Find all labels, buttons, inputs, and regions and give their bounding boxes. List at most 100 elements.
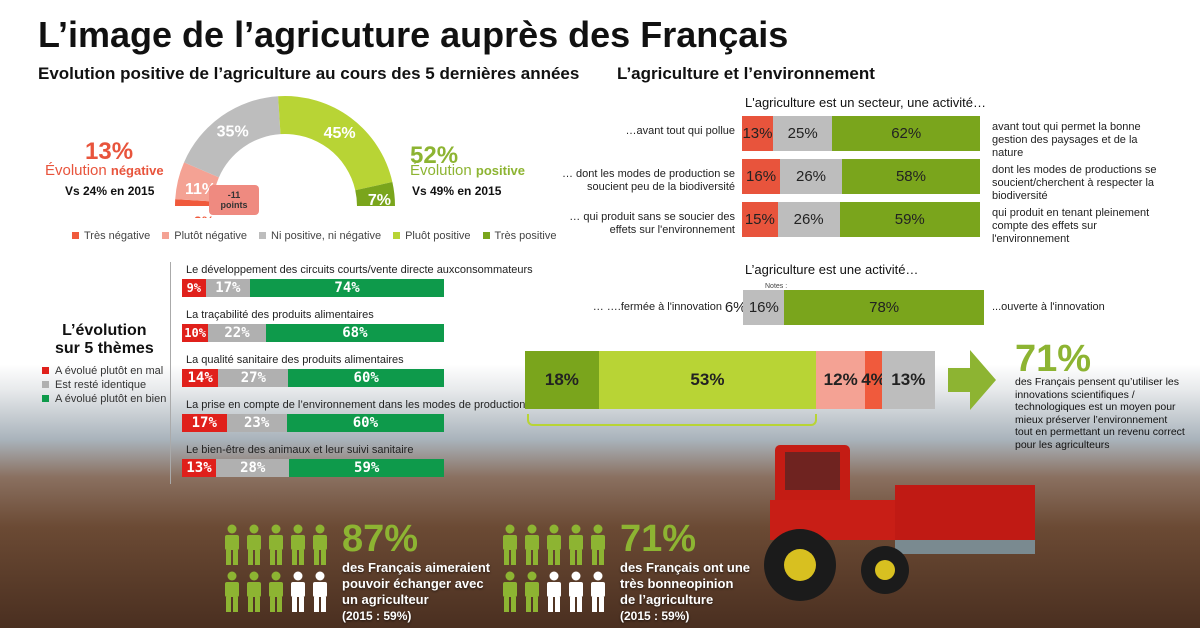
theme-bar-segment: 68% [265,324,444,342]
person-icon [503,571,517,612]
env-bar-segment: 13% [742,116,773,151]
donut-slice-4 [355,182,395,206]
person-icon [525,571,539,612]
theme-label: La qualité sanitaire des produits alimen… [186,354,404,366]
legend-swatch-3 [393,232,401,239]
donut-label-4: 7% [368,192,391,209]
legend-swatch-4 [482,232,490,239]
person-icon [591,571,605,612]
theme-bar-segment: 28% [216,459,290,477]
stat-71b-pct: 71% [620,518,697,560]
theme-bar-segment: 60% [288,369,444,387]
arrow-right-icon [948,350,996,410]
person-icon [247,524,261,565]
opinion-bar-segment: 13% [881,351,935,409]
legend-label-1: Plutôt négative [174,230,248,242]
person-icon [225,524,239,565]
person-icon [313,524,327,565]
innov-bar-segment: 6% [725,290,747,325]
innov-note: Notes : [765,283,788,290]
themes-heading-line2: sur 5 thèmes [55,340,154,357]
negative-vs: Vs 24% en 2015 [65,184,155,198]
env-bar-segment: 25% [772,116,833,151]
positive-pct: 52% [410,142,459,169]
donut-slice-1 [175,162,219,202]
opinion-bar-segment: 12% [816,351,866,409]
person-icon [291,571,305,612]
person-icon [547,524,561,565]
stat-71b-line4: (2015 : 59%) [620,609,690,623]
stat-87-line4: (2015 : 59%) [342,609,412,623]
theme-bar-segment: 59% [289,459,444,477]
themes-heading-line1: L’évolution [62,322,147,339]
innov-left-label: … ….fermée à l'innovation [592,301,722,313]
theme-label: Le développement des circuits courts/ven… [186,264,533,276]
themes-divider [170,262,171,484]
donut-slice-0 [175,199,214,206]
theme-bar-segment: 23% [226,414,287,432]
themes-heading: L’évolution sur 5 thèmes [55,322,154,358]
theme-label: La prise en compte de l’environnement da… [186,399,526,411]
delta-value: -11 [227,190,241,200]
themes-legend-item: Est resté identique [42,378,166,392]
negative-pct: 13% [85,138,134,165]
themes-legend-label: Est resté identique [55,379,147,391]
opinion-bar-segment: 4% [861,351,886,409]
themes-legend-item: A évolué plutôt en mal [42,364,166,378]
person-icon [525,524,539,565]
env-bar: 15% 26% 59% [742,202,980,237]
person-icon [313,571,327,612]
callout-71-pct: 71% [1015,338,1092,380]
themes-legend-label: A évolué plutôt en bien [55,393,167,405]
left-heading: Evolution positive de l’agriculture au c… [38,64,580,83]
innov-title: L’agriculture est une activité… [745,262,919,277]
stat-71b-line1: des Français ont une [620,560,751,575]
right-heading: L’agriculture et l’environnement [617,64,875,83]
donut-label-0: 2% [194,213,215,218]
stat-87-pct: 87% [342,518,419,560]
env-left-label: …avant tout qui pollue [625,125,735,137]
theme-bar-segment: 27% [218,369,289,387]
theme-label: La traçabilité des produits alimentaires [186,309,374,321]
legend-swatch-1 [162,232,170,239]
theme-bar-segment: 13% [182,459,217,477]
themes-legend-swatch [42,381,49,388]
theme-bar-segment: 10% [182,324,209,342]
donut-legend: Très négative Plutôt négative Ni positive,… [60,230,556,242]
theme-bar: 10% 22% 68% [182,324,444,342]
env-left-label: … dont les modes de production se soucie… [561,168,735,193]
theme-bar: 17% 23% 60% [182,414,444,432]
stat-87-line2: pouvoir échanger avec [342,576,484,591]
theme-label: Le bien-être des animaux et leur suivi s… [186,444,414,456]
env-bar-segment: 26% [780,159,842,194]
env-bar-segment: 62% [832,116,980,151]
themes-legend-swatch [42,367,49,374]
env-bar: 16% 26% 58% [742,159,980,194]
donut-slice-2 [184,96,281,178]
theme-bar-segment: 22% [208,324,266,342]
legend-swatch-0 [72,232,79,239]
opinion-bar-segment: 18% [525,351,599,409]
bar-bracket [527,414,817,426]
themes-legend: A évolué plutôt en mal Est resté identiqu… [42,364,166,406]
themes-legend-label: A évolué plutôt en mal [55,365,164,377]
stat-87-text: des Français aimeraient pouvoir échanger… [342,560,490,624]
person-icon [547,571,561,612]
opinion-bar-segment: 53% [598,351,817,409]
positive-label: Évolution positive [410,162,526,179]
negative-label: Évolution négative [45,162,164,179]
legend-label-4: Très positive [494,230,557,242]
innov-bar: 6% 16% 78% [725,290,984,325]
innov-bar-segment: 78% [784,290,984,325]
donut-label-2: 35% [217,124,249,141]
theme-bar-segment: 14% [182,369,219,387]
delta-unit: points [220,200,248,210]
themes-legend-item: A évolué plutôt en bien [42,392,166,406]
person-icon [591,524,605,565]
env-right-label: qui produit en tenant pleinement compte … [992,207,1150,245]
legend-label-3: Pluôt positive [405,230,471,242]
person-icon [269,524,283,565]
half-donut-chart: 2% 11% 35% 45% 7% [175,96,395,218]
donut-slice-3 [278,96,393,191]
legend-swatch-2 [259,232,267,239]
